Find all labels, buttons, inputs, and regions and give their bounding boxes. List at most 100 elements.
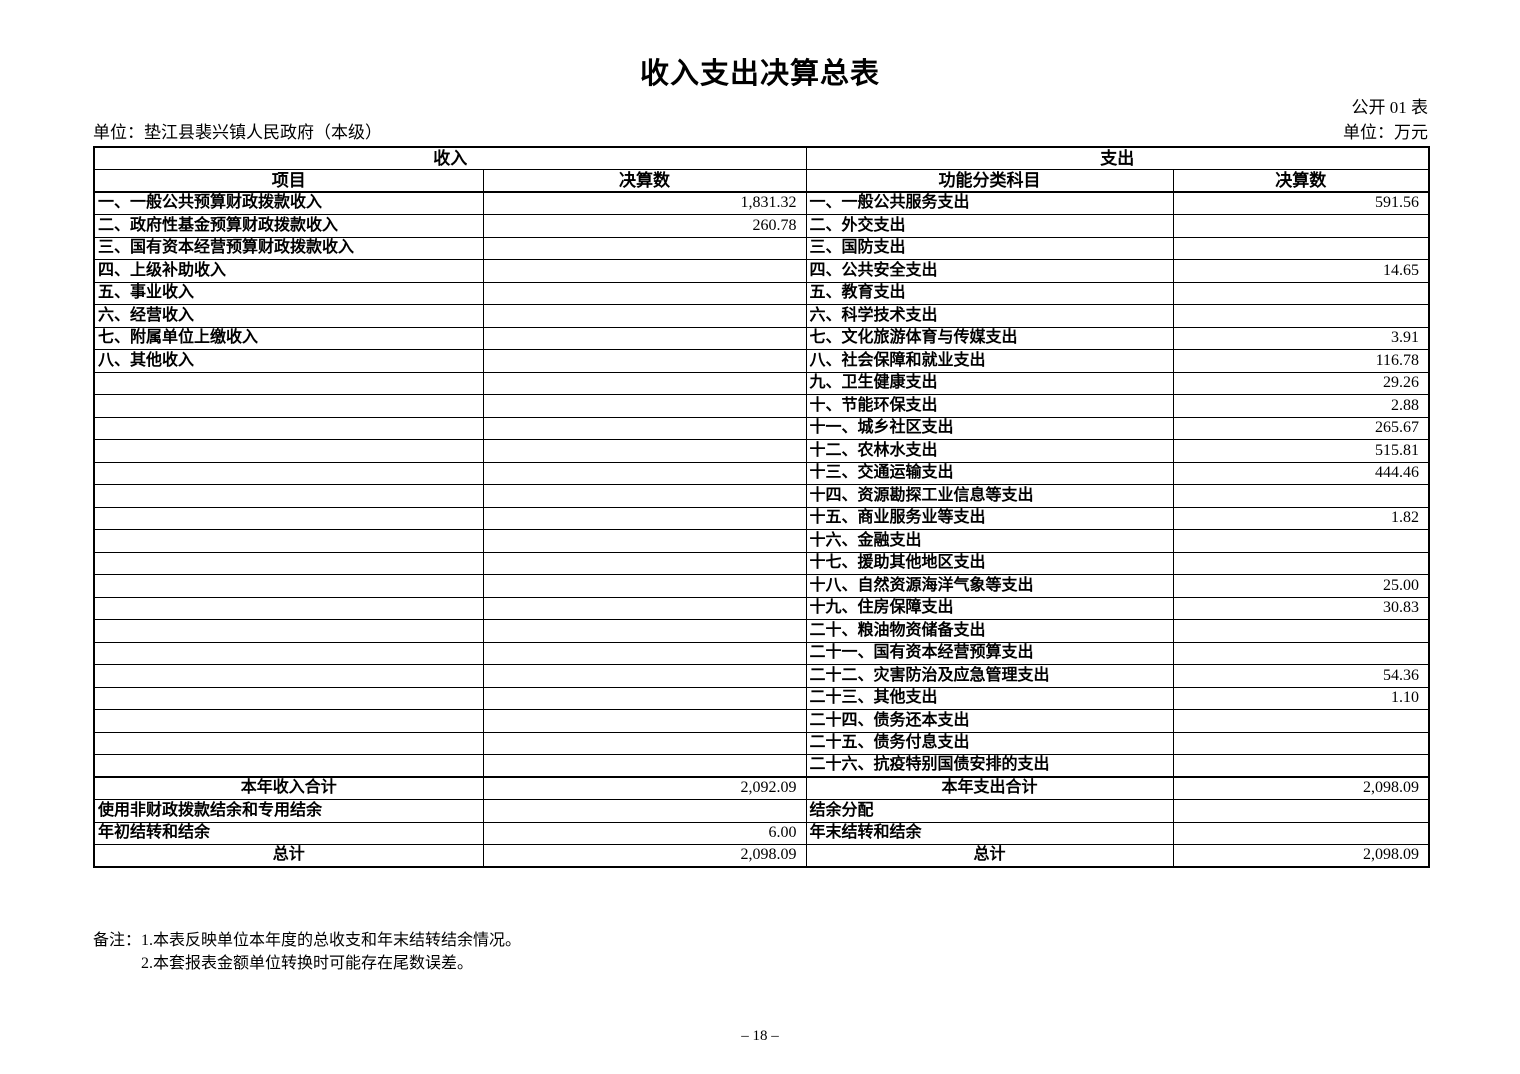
expenditure-amount-cell	[1172, 731, 1430, 755]
expenditure-amount-cell: 515.81	[1172, 439, 1430, 463]
table-row: 七、附属单位上缴收入 七、文化旅游体育与传媒支出 3.91	[93, 326, 1430, 350]
revenue-total-amount-cell	[482, 799, 807, 823]
expenditure-amount-cell: 30.83	[1172, 596, 1430, 620]
revenue-amount-cell	[482, 686, 807, 710]
revenue-item-cell	[93, 461, 484, 485]
revenue-item-cell	[93, 394, 484, 418]
expenditure-amount-cell	[1172, 551, 1430, 575]
revenue-total-amount-cell: 2,098.09	[482, 844, 807, 868]
expenditure-total-label-cell: 年末结转和结余	[805, 821, 1174, 845]
revenue-item-cell	[93, 641, 484, 665]
expenditure-item-cell: 二十六、抗疫特别国债安排的支出	[805, 754, 1174, 778]
revenue-amount-cell	[482, 754, 807, 778]
table-row: 十五、商业服务业等支出 1.82	[93, 506, 1430, 530]
table-row: 十七、援助其他地区支出	[93, 551, 1430, 575]
expenditure-item-cell: 十四、资源勘探工业信息等支出	[805, 484, 1174, 508]
revenue-item-cell: 五、事业收入	[93, 281, 484, 305]
expenditure-total-amount-cell	[1172, 821, 1430, 845]
revenue-amount-cell	[482, 394, 807, 418]
revenue-item-cell	[93, 709, 484, 733]
expenditure-amount-cell	[1172, 304, 1430, 328]
revenue-item-cell: 八、其他收入	[93, 349, 484, 373]
expenditure-amount-cell	[1172, 619, 1430, 643]
expenditure-item-cell: 五、教育支出	[805, 281, 1174, 305]
expenditure-amount-cell: 2.88	[1172, 394, 1430, 418]
expenditure-item-cell: 七、文化旅游体育与传媒支出	[805, 326, 1174, 350]
expenditure-amount-cell: 444.46	[1172, 461, 1430, 485]
expenditure-item-cell: 十、节能环保支出	[805, 394, 1174, 418]
revenue-total-amount-cell: 2,092.09	[482, 776, 807, 800]
expenditure-amount-cell: 29.26	[1172, 371, 1430, 395]
revenue-item-cell	[93, 619, 484, 643]
table-row: 二十六、抗疫特别国债安排的支出	[93, 754, 1430, 778]
expenditure-item-cell: 八、社会保障和就业支出	[805, 349, 1174, 373]
revenue-amount-column-header: 决算数	[482, 169, 807, 193]
table-row: 十八、自然资源海洋气象等支出 25.00	[93, 574, 1430, 598]
unit-name: 单位：垫江县裴兴镇人民政府（本级）	[93, 123, 382, 142]
table-row: 八、其他收入 八、社会保障和就业支出 116.78	[93, 349, 1430, 373]
table-row: 一、一般公共预算财政拨款收入 1,831.32 一、一般公共服务支出 591.56	[93, 191, 1430, 215]
expenditure-item-cell: 十五、商业服务业等支出	[805, 506, 1174, 530]
table-row: 九、卫生健康支出 29.26	[93, 371, 1430, 395]
revenue-item-cell: 三、国有资本经营预算财政拨款收入	[93, 236, 484, 260]
revenue-amount-cell	[482, 529, 807, 553]
revenue-amount-cell	[482, 709, 807, 733]
expenditure-amount-cell: 1.82	[1172, 506, 1430, 530]
table-header: 收入 支出 项目 决算数 功能分类科目 决算数	[93, 146, 1430, 193]
expenditure-amount-cell: 54.36	[1172, 664, 1430, 688]
table-row: 二十五、债务付息支出	[93, 731, 1430, 755]
expenditure-total-label-cell: 总计	[805, 844, 1174, 868]
revenue-total-label-cell: 使用非财政拨款结余和专用结余	[93, 799, 484, 823]
expenditure-amount-column-header: 决算数	[1172, 169, 1430, 193]
expenditure-section-header: 支出	[805, 146, 1430, 170]
table-row: 六、经营收入 六、科学技术支出	[93, 304, 1430, 328]
table-row: 二十、粮油物资储备支出	[93, 619, 1430, 643]
table-row: 十三、交通运输支出 444.46	[93, 461, 1430, 485]
revenue-amount-cell	[482, 439, 807, 463]
expenditure-amount-cell: 25.00	[1172, 574, 1430, 598]
revenue-total-label-cell: 总计	[93, 844, 484, 868]
summary-table: 收入 支出 项目 决算数 功能分类科目 决算数 一、一般公共预算财政拨款收入 1,…	[93, 146, 1430, 868]
revenue-item-cell	[93, 371, 484, 395]
revenue-amount-cell: 260.78	[482, 214, 807, 238]
expenditure-item-column-header: 功能分类科目	[805, 169, 1174, 193]
section-header-row: 收入 支出	[93, 146, 1430, 170]
expenditure-item-cell: 十一、城乡社区支出	[805, 416, 1174, 440]
expenditure-amount-cell: 3.91	[1172, 326, 1430, 350]
notes-label: 备注：	[93, 932, 142, 949]
revenue-item-cell	[93, 551, 484, 575]
revenue-total-amount-cell: 6.00	[482, 821, 807, 845]
table-row: 四、上级补助收入 四、公共安全支出 14.65	[93, 259, 1430, 283]
revenue-amount-cell	[482, 731, 807, 755]
revenue-amount-cell	[482, 259, 807, 283]
revenue-amount-cell	[482, 416, 807, 440]
table-row: 十、节能环保支出 2.88	[93, 394, 1430, 418]
revenue-amount-cell	[482, 371, 807, 395]
expenditure-item-cell: 十九、住房保障支出	[805, 596, 1174, 620]
expenditure-item-cell: 十二、农林水支出	[805, 439, 1174, 463]
expenditure-amount-cell	[1172, 529, 1430, 553]
revenue-amount-cell	[482, 281, 807, 305]
table-row: 十二、农林水支出 515.81	[93, 439, 1430, 463]
expenditure-amount-cell	[1172, 281, 1430, 305]
expenditure-item-cell: 一、一般公共服务支出	[805, 191, 1174, 215]
totals-row: 本年收入合计 2,092.09 本年支出合计 2,098.09	[93, 776, 1430, 800]
table-row: 十一、城乡社区支出 265.67	[93, 416, 1430, 440]
revenue-amount-cell	[482, 574, 807, 598]
expenditure-item-cell: 二十二、灾害防治及应急管理支出	[805, 664, 1174, 688]
expenditure-amount-cell: 14.65	[1172, 259, 1430, 283]
expenditure-total-amount-cell	[1172, 799, 1430, 823]
revenue-item-cell: 六、经营收入	[93, 304, 484, 328]
expenditure-item-cell: 十八、自然资源海洋气象等支出	[805, 574, 1174, 598]
expenditure-item-cell: 二十四、债务还本支出	[805, 709, 1174, 733]
expenditure-item-cell: 二十一、国有资本经营预算支出	[805, 641, 1174, 665]
table-row: 十六、金融支出	[93, 529, 1430, 553]
expenditure-item-cell: 二、外交支出	[805, 214, 1174, 238]
revenue-total-label-cell: 本年收入合计	[93, 776, 484, 800]
revenue-item-cell	[93, 439, 484, 463]
revenue-amount-cell	[482, 551, 807, 575]
expenditure-amount-cell	[1172, 641, 1430, 665]
expenditure-amount-cell	[1172, 709, 1430, 733]
revenue-item-cell	[93, 574, 484, 598]
